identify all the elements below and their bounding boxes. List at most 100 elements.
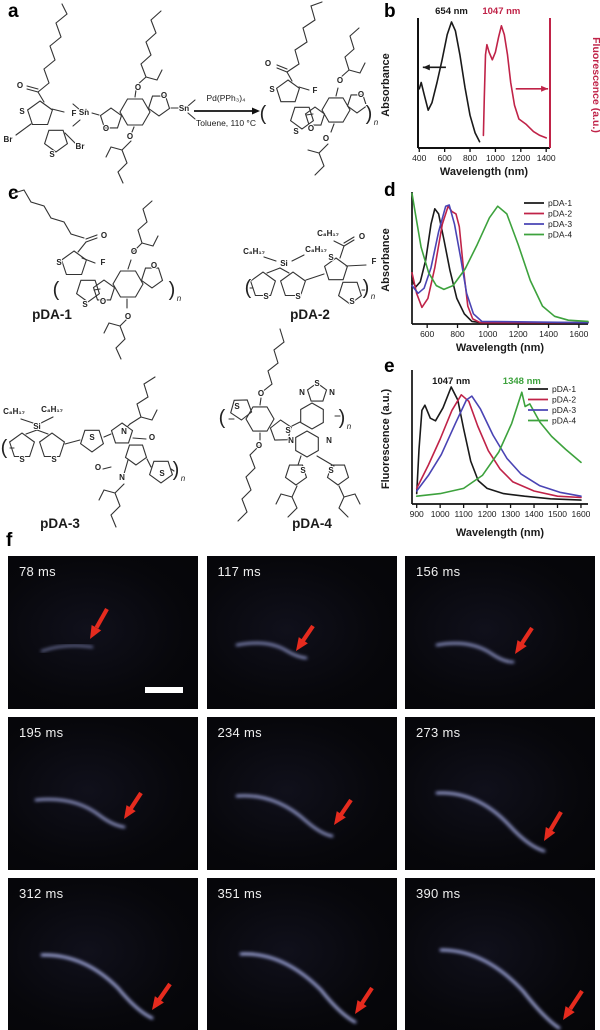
atom-label: N (329, 388, 335, 397)
atom-label: O (149, 433, 155, 442)
timestamp-label: 234 ms (217, 725, 262, 740)
atom-label: O (100, 297, 106, 306)
pointer-arrow-icon (295, 624, 315, 651)
legend-entry: pDA-4 (548, 230, 572, 240)
atom-label: ( (219, 407, 226, 429)
atom-label: N (326, 436, 332, 445)
frame-image (234, 624, 315, 660)
atom-label: F (72, 109, 77, 118)
x-tick-label: 800 (463, 153, 477, 163)
panel-b-spectra-chart: 400 600 800 1000 1200 1400 Wavelength (nm) Abso… (380, 6, 600, 178)
atom-label: O (161, 91, 167, 100)
x-tick-label: 1300 (501, 509, 520, 519)
frame-image (40, 607, 183, 693)
atom-label: O (125, 312, 131, 321)
atom-label: Br (76, 142, 85, 151)
scale-bar (145, 687, 183, 693)
x-tick-label: 1200 (511, 153, 530, 163)
atom-label: S (300, 466, 306, 475)
x-tick-label: 1100 (454, 509, 473, 519)
atom-label: n (177, 294, 182, 303)
reaction-catalyst: Pd(PPh₃)₄ (206, 93, 246, 103)
atom-label: Si (33, 422, 41, 431)
atom-label: S (295, 292, 301, 301)
x-tick-label: 600 (438, 153, 452, 163)
frame-image (40, 953, 172, 1020)
atom-label: O (127, 132, 133, 141)
x-tick-label: 1600 (569, 329, 588, 339)
y-axis-label-right: Fluorescence (a.u.) (590, 37, 600, 133)
atom-label: ) (173, 459, 180, 481)
atom-label: Sn (179, 104, 189, 113)
atom-label: ) (363, 277, 370, 299)
atom-label: O (103, 124, 109, 133)
atom-label: ) (339, 407, 346, 429)
series-pDA-2 (411, 205, 589, 324)
x-tick-label: 1400 (525, 509, 544, 519)
atom-label: S (314, 379, 320, 388)
frame-image (238, 952, 374, 1024)
frame-image (234, 794, 353, 838)
legend-entry: pDA-3 (548, 219, 572, 229)
legend-entry: pDA-1 (548, 198, 572, 208)
pointer-arrow-icon (563, 989, 584, 1020)
fluorescence-streak (40, 953, 154, 1020)
atom-label: S (159, 469, 165, 478)
panel-d-absorbance-chart: 600 800 1000 1200 1400 1600 Wavelength (nm) Abs… (380, 192, 589, 354)
panel-letter-a: a (8, 1, 19, 22)
x-axis-label: Wavelength (nm) (456, 527, 545, 539)
pointer-arrow-icon (515, 626, 534, 654)
atom-label: F (313, 86, 318, 95)
atom-label: Si (280, 259, 288, 268)
x-tick-label: 600 (420, 329, 434, 339)
atom-label: S (263, 292, 269, 301)
frame-image (435, 791, 563, 853)
panel-letter-d: d (384, 180, 396, 201)
atom-label: n (374, 118, 379, 127)
legend-entry: pDA-4 (552, 416, 576, 426)
atom-label: O (17, 81, 23, 90)
structure-name: pDA-1 (32, 307, 72, 322)
atom-label: S (328, 253, 334, 262)
timestamp-label: 390 ms (416, 886, 461, 901)
series-pDA-4 (415, 391, 582, 497)
atom-label: O (337, 76, 343, 85)
atom-label: ( (260, 103, 267, 125)
peak-annotation: 654 nm (435, 6, 468, 17)
x-tick-label: 900 (410, 509, 424, 519)
x-tick-label: 1000 (431, 509, 450, 519)
frame-image (34, 791, 143, 829)
pointer-arrow-icon (90, 607, 109, 639)
atom-label: S (293, 127, 299, 136)
video-frame-3: 156 ms (405, 556, 595, 709)
atom-label: Sn (79, 108, 89, 117)
x-tick-label: 1200 (478, 509, 497, 519)
pointer-arrow-icon (152, 982, 172, 1010)
video-frame-8: 351 ms (206, 878, 397, 1030)
atom-label: S (285, 426, 291, 435)
atom-label: O (95, 463, 101, 472)
video-frame-5: 234 ms (206, 717, 397, 870)
reaction-solvent: Toluene, 110 °C (196, 118, 256, 128)
panel-letter-b: b (384, 1, 396, 22)
fluorescence-streak (234, 794, 334, 838)
x-tick-label: 1400 (539, 329, 558, 339)
fluorescence-streak (40, 644, 94, 653)
structure-name: pDA-4 (292, 516, 332, 531)
x-tick-label: 1000 (486, 153, 505, 163)
series-Absorbance (418, 21, 481, 143)
structure-name: pDA-2 (290, 307, 330, 322)
atom-label: S (234, 402, 240, 411)
fluorescence-streak (435, 641, 515, 664)
series-pDA-2 (415, 394, 582, 499)
video-frame-2: 117 ms (206, 556, 397, 709)
x-tick-label: 800 (450, 329, 464, 339)
legend-entry: pDA-2 (548, 209, 572, 219)
atom-label: O (131, 247, 137, 256)
atom-label: N (288, 436, 294, 445)
series-pDA-3 (411, 204, 589, 324)
atom-label: S (82, 300, 88, 309)
